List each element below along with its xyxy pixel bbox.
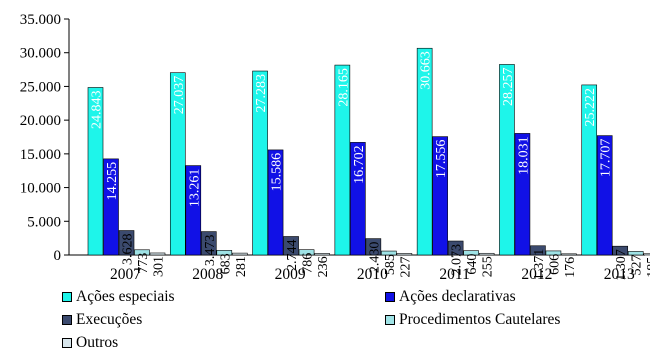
legend-swatch <box>62 315 72 325</box>
legend-item-acoes-declarativas: Ações declarativas <box>385 287 516 307</box>
data-label: 2.073 <box>450 244 465 276</box>
data-label: 17.707 <box>599 139 614 178</box>
legend-label: Ações especiais <box>76 288 175 306</box>
data-label: 683 <box>218 253 233 274</box>
data-label: 30.663 <box>419 51 434 90</box>
data-label: 176 <box>563 257 578 278</box>
y-tick-label: 10.000 <box>20 181 61 197</box>
data-label: 527 <box>630 254 645 275</box>
data-label: 27.037 <box>172 76 187 115</box>
y-tick-label: 35.000 <box>20 12 61 28</box>
y-tick-label: 20.000 <box>20 113 61 129</box>
data-label: 281 <box>234 256 249 277</box>
data-label: 28.165 <box>336 68 351 107</box>
legend-swatch <box>385 315 395 325</box>
legend-swatch <box>62 292 72 302</box>
data-label: 18.031 <box>516 136 531 175</box>
data-label: 27.283 <box>254 74 269 113</box>
legend-swatch <box>385 292 395 302</box>
legend-item-execucoes: Execuções <box>62 310 142 330</box>
bar <box>315 253 330 255</box>
data-label: 28.257 <box>501 67 516 106</box>
data-label: 2.430 <box>367 242 382 274</box>
data-label: 15.586 <box>270 153 285 192</box>
bar <box>150 253 165 255</box>
legend-label: Outros <box>76 334 118 352</box>
data-label: 786 <box>301 253 316 274</box>
data-label: 14.255 <box>105 162 120 201</box>
data-label: 13.261 <box>187 169 202 208</box>
data-label: 640 <box>465 254 480 275</box>
data-label: 236 <box>316 256 331 277</box>
legend-item-procedimentos-cautelares: Procedimentos Cautelares <box>385 310 560 330</box>
data-label: 185 <box>645 257 650 278</box>
y-tick-label: 15.000 <box>20 147 61 163</box>
bar <box>397 253 412 255</box>
legend-label: Execuções <box>76 311 142 329</box>
data-label: 773 <box>136 253 151 274</box>
y-tick-label: 25.000 <box>20 79 61 95</box>
legend-item-outros: Outros <box>62 333 118 353</box>
legend-item-acoes-especiais: Ações especiais <box>62 287 175 307</box>
y-tick-label: 30.000 <box>20 46 61 62</box>
data-label: 2.744 <box>285 239 300 271</box>
data-label: 24.843 <box>90 90 105 129</box>
bar <box>232 253 247 255</box>
legend-swatch <box>62 338 72 348</box>
y-tick-label: 0 <box>54 248 62 264</box>
data-label: 301 <box>152 256 167 277</box>
data-label: 606 <box>547 254 562 275</box>
legend-label: Ações declarativas <box>399 288 516 306</box>
legend-label: Procedimentos Cautelares <box>399 311 560 329</box>
data-label: 585 <box>383 254 398 275</box>
data-label: 227 <box>398 256 413 277</box>
bar <box>479 253 494 255</box>
legend: Ações especiais Ações declarativas Execu… <box>62 287 642 351</box>
data-label: 17.556 <box>434 140 449 179</box>
y-tick-label: 5.000 <box>27 214 61 230</box>
data-label: 3.473 <box>203 235 218 267</box>
data-label: 1.307 <box>614 249 629 280</box>
bar <box>561 254 576 255</box>
data-label: 16.702 <box>352 145 367 184</box>
data-label: 255 <box>481 256 496 277</box>
data-label: 1.371 <box>532 249 547 281</box>
data-label: 25.222 <box>583 88 598 127</box>
data-label: 3.628 <box>121 234 136 266</box>
